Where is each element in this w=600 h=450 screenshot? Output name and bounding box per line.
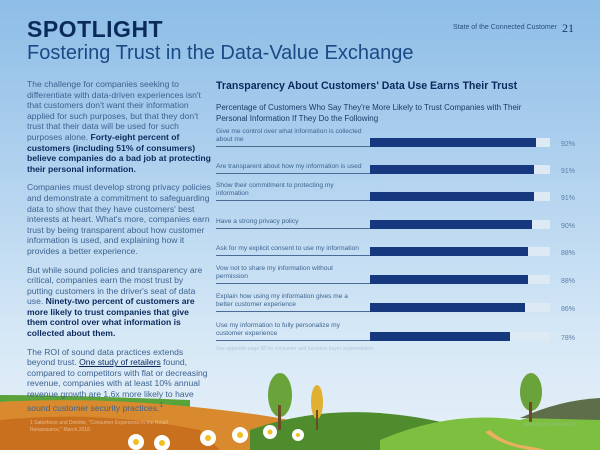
bar <box>370 192 534 201</box>
bar <box>370 275 529 284</box>
row-divider <box>216 311 370 312</box>
value-label: 86% <box>561 306 576 313</box>
bar <box>370 332 511 341</box>
category-label: Ask for my explicit consent to use my in… <box>216 245 359 252</box>
chart-note: See appendix page 58 for consumer and bu… <box>216 346 375 352</box>
bar <box>370 220 532 229</box>
value-label: 91% <box>561 168 576 175</box>
chart-row: Are transparent about how my information… <box>216 149 586 175</box>
bar <box>370 247 529 256</box>
row-divider <box>216 228 370 229</box>
chart-row: Use my information to fully personalize … <box>216 316 586 342</box>
chart-row: Ask for my explicit consent to use my in… <box>216 231 586 257</box>
bar <box>370 165 534 174</box>
bar <box>370 138 536 147</box>
section-kicker: SPOTLIGHT <box>27 16 164 42</box>
category-label: Have a strong privacy policy <box>216 218 299 225</box>
page-number: 21 <box>562 21 574 35</box>
value-label: 78% <box>561 335 576 342</box>
row-divider <box>216 146 370 147</box>
text: The ROI of sound data practices extends … <box>27 346 184 368</box>
category-label: Give me control over what information is… <box>216 128 362 143</box>
category-label: Use my information to fully personalize … <box>216 322 340 337</box>
paragraph-2: Companies must develop strong privacy po… <box>27 182 211 256</box>
text: But while sound policies and transparenc… <box>27 264 203 307</box>
row-divider <box>216 173 370 174</box>
chart-subtitle: Percentage of Customers Who Say They're … <box>216 103 522 123</box>
brand-logo-text: salesforce research <box>523 422 576 428</box>
row-divider <box>216 340 370 341</box>
row-divider <box>216 200 370 201</box>
value-label: 88% <box>561 278 576 285</box>
paragraph-4: The ROI of sound data practices extends … <box>27 347 211 413</box>
paragraph-1: The challenge for companies seeking to d… <box>27 79 211 174</box>
chart-row: Explain how using my information gives m… <box>216 287 586 313</box>
study-link[interactable]: One study of retailers <box>79 357 161 368</box>
chart-title: Transparency About Customers' Data Use E… <box>216 80 518 92</box>
bold-text: Forty-eight percent of customers (includ… <box>27 131 211 174</box>
category-label: Explain how using my information gives m… <box>216 293 348 308</box>
value-label: 92% <box>561 141 576 148</box>
value-label: 88% <box>561 250 576 257</box>
text: The challenge for companies seeking to d… <box>27 79 201 142</box>
chart-row: Vow not to share my information without … <box>216 259 586 285</box>
chart-row: Have a strong privacy policy 90% <box>216 204 586 230</box>
value-label: 90% <box>561 223 576 230</box>
page-title: Fostering Trust in the Data-Value Exchan… <box>27 42 414 64</box>
bold-text: Ninety-two percent of customers are more… <box>27 296 195 339</box>
running-title: State of the Connected Customer <box>453 24 557 31</box>
bar <box>370 303 525 312</box>
footnote: 1 Salesforce and Deloitte, "Consumer Exp… <box>30 420 168 433</box>
category-label: Show their commitment to protecting my i… <box>216 182 334 197</box>
chart-row: Show their commitment to protecting my i… <box>216 176 586 202</box>
row-divider <box>216 255 370 256</box>
row-divider <box>216 283 370 284</box>
value-label: 91% <box>561 195 576 202</box>
footnote-ref: 1 <box>159 400 164 409</box>
body-text: The challenge for companies seeking to d… <box>27 79 211 421</box>
category-label: Are transparent about how my information… <box>216 163 362 170</box>
category-label: Vow not to share my information without … <box>216 265 333 280</box>
chart-row: Give me control over what information is… <box>216 122 586 148</box>
text: found, compared to competitors with flat… <box>27 357 208 413</box>
paragraph-3: But while sound policies and transparenc… <box>27 265 211 339</box>
